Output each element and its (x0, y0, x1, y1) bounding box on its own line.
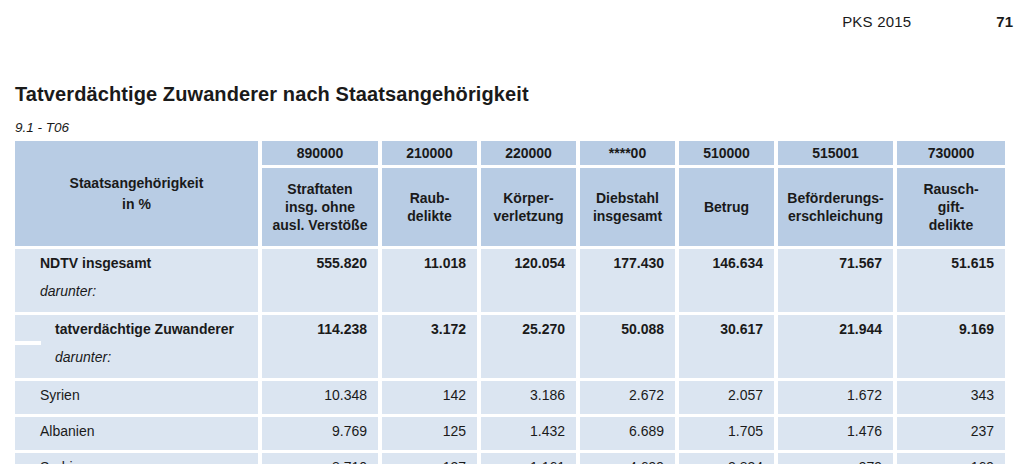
table-row-serbia: Serbien 8.710 137 1.161 4.699 2.834 979 … (15, 453, 1005, 464)
column-header: Straftaten insg. ohne ausl. Verstöße (262, 168, 378, 246)
table-cell: 9.169 (897, 315, 1005, 378)
table-cell: 4.699 (580, 453, 675, 464)
column-header: Diebstahl insgesamt (580, 168, 675, 246)
table-cell: 142 (382, 381, 477, 414)
table-row-syria: Syrien 10.348 142 3.186 2.672 2.057 1.67… (15, 381, 1005, 414)
code-header-row: Staatsangehörigkeit in % 890000 210000 2… (15, 141, 1005, 165)
table-row-immigrant-suspects: tatverdächtige Zuwanderer darunter: 114.… (15, 315, 1005, 378)
corner-header: Staatsangehörigkeit in % (15, 141, 258, 246)
offense-code: 510000 (679, 141, 774, 165)
table-cell: 1.705 (679, 417, 774, 450)
offense-code: 890000 (262, 141, 378, 165)
row-label: Albanien (40, 423, 258, 439)
table-cell: 125 (382, 417, 477, 450)
column-header: Rausch- gift- delikte (897, 168, 1005, 246)
statistics-table: Staatsangehörigkeit in % 890000 210000 2… (11, 138, 1009, 464)
offense-code: 210000 (382, 141, 477, 165)
row-label: NDTV insgesamt (40, 255, 258, 271)
table-cell: 6.689 (580, 417, 675, 450)
offense-code: 730000 (897, 141, 1005, 165)
table-cell: 146.634 (679, 249, 774, 312)
table-cell: 30.617 (679, 315, 774, 378)
table-cell: 3.186 (481, 381, 576, 414)
document-label: PKS 2015 (842, 13, 911, 30)
column-header: Raub- delikte (382, 168, 477, 246)
table-cell: 169 (897, 453, 1005, 464)
row-label: tatverdächtige Zuwanderer (55, 321, 258, 337)
offense-code: 220000 (481, 141, 576, 165)
row-sublabel: darunter: (40, 283, 258, 299)
page-header: PKS 2015 71 (842, 13, 1013, 30)
table-cell: 1.476 (778, 417, 893, 450)
table-cell: 555.820 (262, 249, 378, 312)
table-cell: 177.430 (580, 249, 675, 312)
column-header: Körper- verletzung (481, 168, 576, 246)
table-cell: 2.834 (679, 453, 774, 464)
table-reference: 9.1 - T06 (15, 120, 69, 135)
page-title: Tatverdächtige Zuwanderer nach Staatsang… (15, 83, 529, 106)
table-cell: 21.944 (778, 315, 893, 378)
table-cell: 51.615 (897, 249, 1005, 312)
offense-code: ****00 (580, 141, 675, 165)
table-cell: 979 (778, 453, 893, 464)
table-cell: 3.172 (382, 315, 477, 378)
table-cell: 11.018 (382, 249, 477, 312)
table-cell: 2.057 (679, 381, 774, 414)
table-cell: 8.710 (262, 453, 378, 464)
page-number: 71 (996, 13, 1013, 30)
table-cell: 114.238 (262, 315, 378, 378)
column-header: Betrug (679, 168, 774, 246)
row-label: Serbien (40, 459, 258, 464)
table-cell: 71.567 (778, 249, 893, 312)
table-cell: 237 (897, 417, 1005, 450)
row-sublabel: darunter: (55, 349, 258, 365)
table-row-ndtv-total: NDTV insgesamt darunter: 555.820 11.018 … (15, 249, 1005, 312)
offense-code: 515001 (778, 141, 893, 165)
table-cell: 2.672 (580, 381, 675, 414)
cell-divider-notch (15, 341, 41, 345)
row-label: Syrien (40, 387, 258, 403)
table-cell: 120.054 (481, 249, 576, 312)
table-cell: 9.769 (262, 417, 378, 450)
table-cell: 343 (897, 381, 1005, 414)
column-header: Beförderungs- erschleichung (778, 168, 893, 246)
table-cell: 1.161 (481, 453, 576, 464)
table-cell: 10.348 (262, 381, 378, 414)
table-cell: 137 (382, 453, 477, 464)
document-page: PKS 2015 71 Tatverdächtige Zuwanderer na… (0, 0, 1025, 464)
table-row-albania: Albanien 9.769 125 1.432 6.689 1.705 1.4… (15, 417, 1005, 450)
table-cell: 1.672 (778, 381, 893, 414)
table-cell: 50.088 (580, 315, 675, 378)
table-cell: 1.432 (481, 417, 576, 450)
table-cell: 25.270 (481, 315, 576, 378)
